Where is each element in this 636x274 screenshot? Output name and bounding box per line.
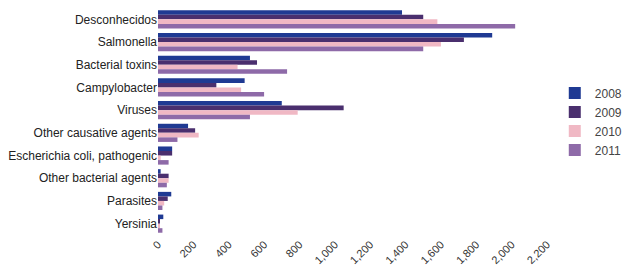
svg-text:1,200: 1,200: [348, 238, 376, 266]
svg-text:600: 600: [248, 238, 269, 259]
svg-text:Campylobacter: Campylobacter: [76, 81, 157, 95]
svg-text:Salmonella: Salmonella: [98, 35, 158, 49]
svg-text:Yersinia: Yersinia: [115, 217, 158, 231]
svg-text:Bacterial toxins: Bacterial toxins: [76, 58, 157, 72]
svg-text:Other bacterial agents: Other bacterial agents: [39, 171, 157, 185]
svg-text:Parasites: Parasites: [107, 194, 157, 208]
svg-text:2,200: 2,200: [524, 238, 552, 266]
svg-text:1,000: 1,000: [312, 238, 340, 266]
svg-text:2011: 2011: [595, 144, 621, 158]
svg-text:1,800: 1,800: [454, 238, 482, 266]
svg-text:400: 400: [213, 238, 234, 259]
svg-text:Viruses: Viruses: [117, 103, 157, 117]
svg-text:Desconhecidos: Desconhecidos: [75, 13, 157, 27]
svg-text:1,400: 1,400: [383, 238, 411, 266]
svg-text:200: 200: [177, 238, 198, 259]
svg-text:0: 0: [150, 238, 163, 251]
svg-text:Escherichia coli, pathogenic: Escherichia coli, pathogenic: [8, 149, 157, 163]
svg-text:2008: 2008: [595, 87, 622, 101]
svg-text:2,000: 2,000: [489, 238, 517, 266]
svg-text:1,600: 1,600: [418, 238, 446, 266]
svg-text:2010: 2010: [595, 125, 622, 139]
svg-text:2009: 2009: [595, 106, 622, 120]
svg-text:800: 800: [283, 238, 304, 259]
svg-text:Other causative agents: Other causative agents: [34, 126, 157, 140]
